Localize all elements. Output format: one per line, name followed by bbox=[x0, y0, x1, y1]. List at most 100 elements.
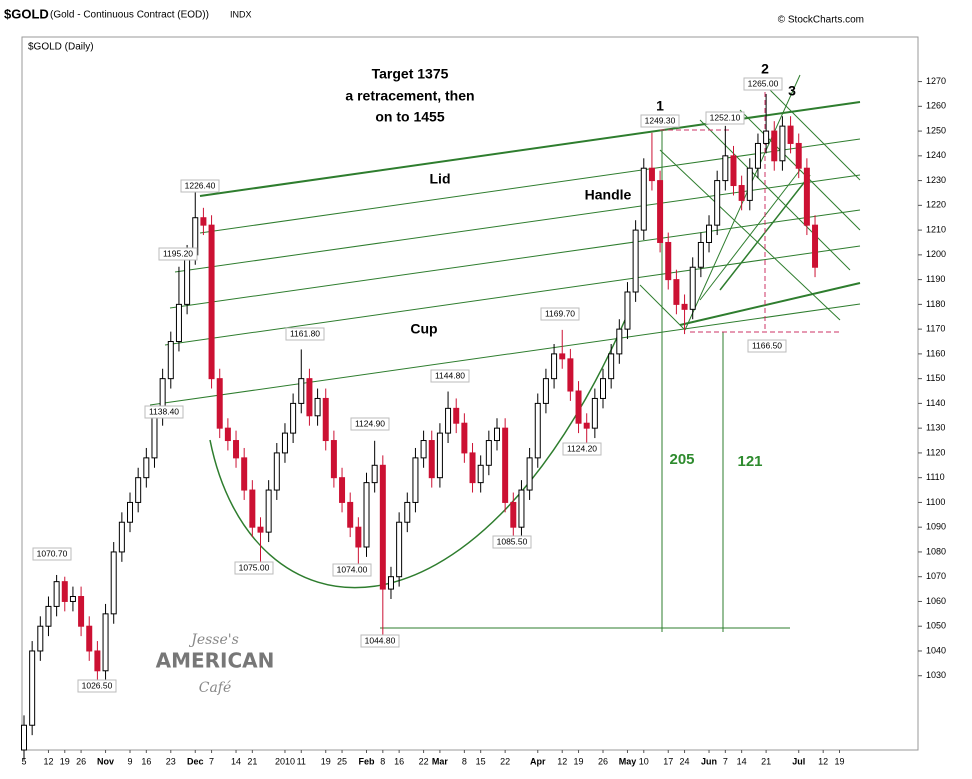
price-label: 1138.40 bbox=[149, 406, 179, 416]
candle-body bbox=[200, 217, 207, 226]
candle-body bbox=[763, 130, 770, 144]
candle-body bbox=[526, 457, 533, 491]
x-tick-label: 21 bbox=[761, 756, 771, 766]
candle-body bbox=[249, 489, 256, 528]
label-box bbox=[492, 535, 532, 549]
y-tick-label: 1220 bbox=[926, 200, 946, 210]
candle-body bbox=[306, 378, 313, 417]
candle-body bbox=[53, 581, 60, 607]
candle-body bbox=[575, 390, 582, 424]
label-box bbox=[332, 563, 372, 577]
y-tick-label: 1100 bbox=[926, 497, 945, 507]
exchange: INDX bbox=[230, 9, 252, 19]
candle-body bbox=[167, 341, 174, 380]
x-tick-label: 12 bbox=[557, 756, 567, 766]
candle-body bbox=[330, 440, 337, 479]
x-tick-label: Jun bbox=[701, 756, 717, 766]
candle-body bbox=[94, 650, 101, 672]
price-label: 1070.70 bbox=[37, 548, 68, 558]
x-tick-label: 26 bbox=[76, 756, 86, 766]
price-label: 1026.50 bbox=[82, 680, 113, 690]
annotation: Handle bbox=[585, 187, 632, 203]
candle-body bbox=[689, 266, 696, 310]
candle-body bbox=[428, 440, 435, 479]
fork-line bbox=[659, 149, 841, 321]
candle-body bbox=[135, 477, 142, 503]
instrument-name: (Gold - Continuous Contract (EOD)) bbox=[50, 10, 209, 21]
x-tick-label: 15 bbox=[476, 756, 486, 766]
candle-body bbox=[127, 501, 134, 523]
label-box bbox=[77, 679, 117, 693]
annotation: 2 bbox=[761, 61, 769, 77]
candle-body bbox=[453, 407, 460, 424]
y-tick-label: 1080 bbox=[926, 546, 946, 556]
x-tick-label: 22 bbox=[500, 756, 510, 766]
candle-body bbox=[754, 142, 761, 169]
candle-body bbox=[208, 224, 215, 380]
annotation: on to 1455 bbox=[375, 109, 444, 125]
y-tick-label: 1130 bbox=[926, 423, 945, 433]
annotation: Target 1375 bbox=[372, 66, 449, 82]
candle-body bbox=[45, 605, 52, 627]
x-tick-label: 23 bbox=[166, 756, 176, 766]
candle-body bbox=[697, 241, 704, 268]
y-tick-label: 1180 bbox=[926, 299, 945, 309]
annotation: 121 bbox=[737, 453, 762, 470]
annotation: 1 bbox=[656, 98, 664, 114]
x-tick-label: 7 bbox=[723, 756, 728, 766]
x-tick-label: 26 bbox=[598, 756, 608, 766]
x-tick-label: 8 bbox=[380, 756, 385, 766]
x-tick-label: 17 bbox=[663, 756, 673, 766]
price-label: 1075.00 bbox=[239, 562, 270, 572]
candle-body bbox=[779, 125, 786, 162]
channel-line bbox=[149, 303, 861, 406]
price-label: 1144.80 bbox=[435, 370, 465, 380]
y-tick-label: 1060 bbox=[926, 596, 946, 606]
y-tick-label: 1030 bbox=[926, 670, 946, 680]
label-box bbox=[234, 561, 274, 575]
x-tick-label: 21 bbox=[247, 756, 257, 766]
y-tick-label: 1250 bbox=[926, 125, 946, 135]
label-box bbox=[144, 405, 184, 419]
price-label: 1166.50 bbox=[752, 340, 782, 350]
x-tick-label: 12 bbox=[43, 756, 53, 766]
candle-body bbox=[371, 464, 378, 484]
candle-body bbox=[151, 415, 158, 459]
candle-body bbox=[412, 457, 419, 503]
candle-body bbox=[485, 440, 492, 466]
candle-body bbox=[477, 464, 484, 484]
chart-title: $GOLD (Daily) bbox=[28, 42, 94, 53]
y-tick-label: 1040 bbox=[926, 645, 946, 655]
candle-body bbox=[379, 464, 386, 590]
x-tick-label: Jul bbox=[792, 756, 805, 766]
candle-body bbox=[673, 279, 680, 305]
x-tick-label: 19 bbox=[834, 756, 844, 766]
source: © StockCharts.com bbox=[778, 15, 864, 26]
candle-body bbox=[714, 180, 721, 226]
fork-line bbox=[769, 89, 861, 181]
plot-frame bbox=[21, 36, 919, 751]
y-tick-label: 1190 bbox=[926, 274, 945, 284]
fork-line bbox=[739, 109, 861, 231]
candle-body bbox=[493, 427, 500, 442]
candle-body bbox=[404, 501, 411, 523]
candle-body bbox=[632, 229, 639, 293]
candle-body bbox=[339, 477, 346, 503]
x-tick-label: 19 bbox=[321, 756, 331, 766]
candle-body bbox=[69, 596, 76, 602]
x-tick-label: 25 bbox=[337, 756, 347, 766]
x-tick-label: 19 bbox=[574, 756, 584, 766]
candle-body bbox=[469, 452, 476, 484]
candle-body bbox=[518, 489, 525, 528]
candle-body bbox=[461, 422, 468, 454]
candle-body bbox=[681, 303, 688, 310]
x-tick-label: 7 bbox=[209, 756, 214, 766]
y-tick-label: 1090 bbox=[926, 522, 946, 532]
candle-body bbox=[298, 378, 305, 404]
candle-body bbox=[665, 241, 672, 281]
annotation: 3 bbox=[788, 83, 796, 99]
annotation: 205 bbox=[669, 451, 694, 468]
candle-body bbox=[118, 521, 125, 553]
candle-body bbox=[143, 457, 150, 479]
label-box bbox=[640, 114, 680, 128]
